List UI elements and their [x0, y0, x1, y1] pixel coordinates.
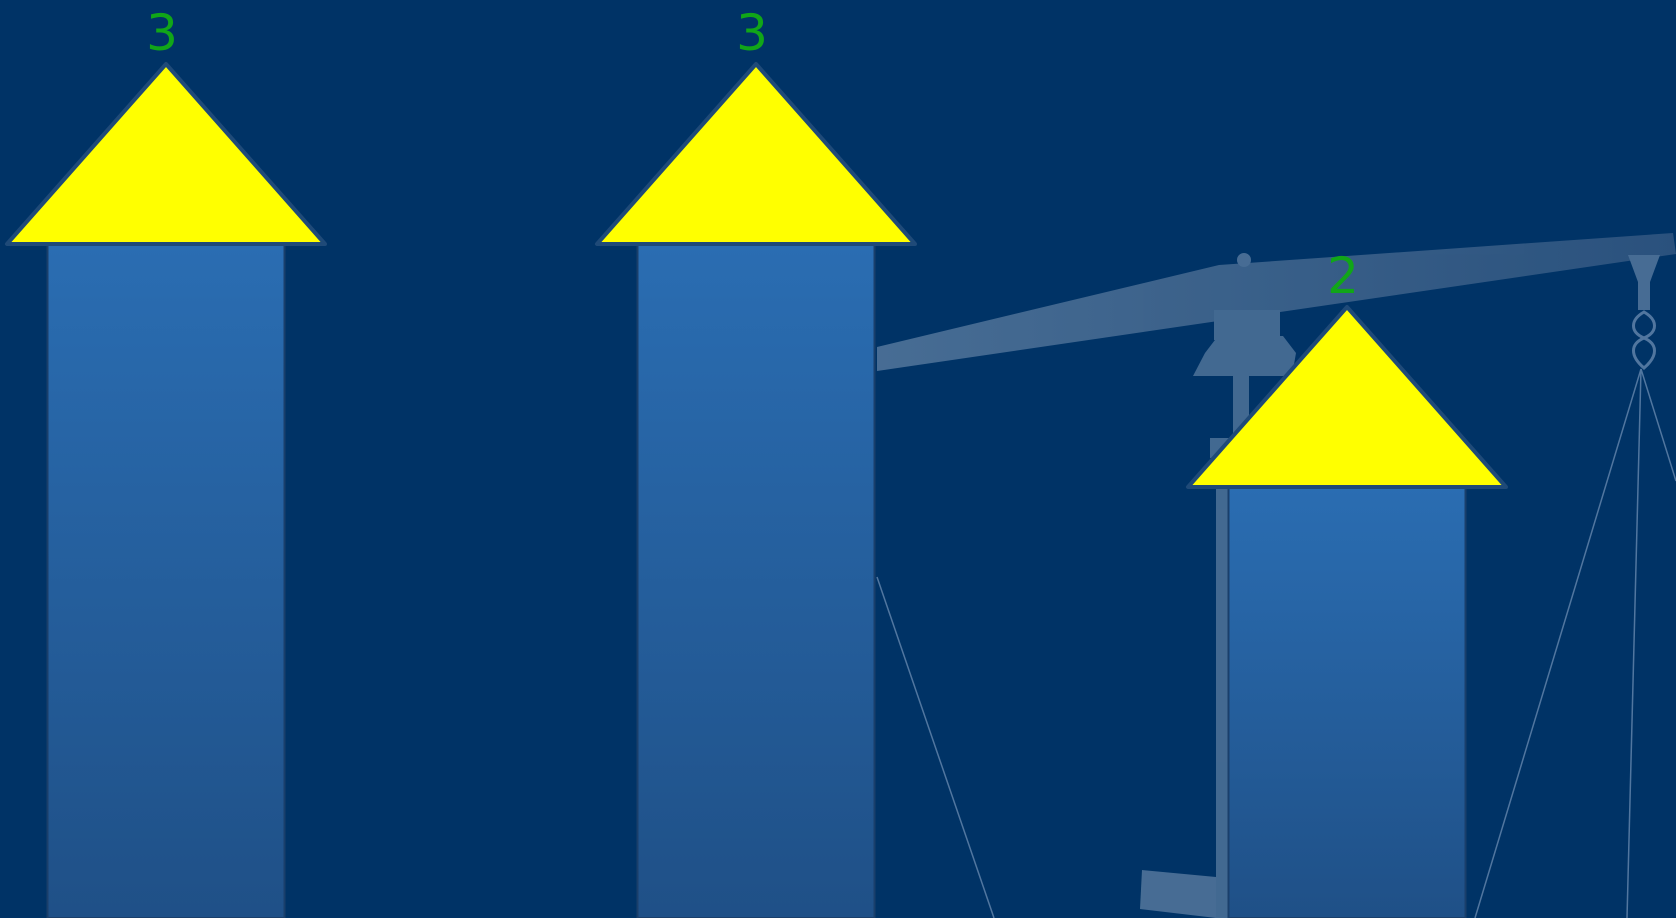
cable — [876, 576, 995, 918]
arrow-head — [1186, 305, 1508, 489]
value-label: 3 — [736, 4, 768, 62]
arrow-head — [5, 62, 327, 246]
cable — [1474, 368, 1642, 918]
arrow-body — [1227, 486, 1467, 918]
arrow-bar — [1186, 305, 1508, 918]
cable — [1640, 368, 1676, 482]
arrow-bar — [595, 62, 917, 918]
crane-decoration — [876, 233, 1676, 918]
crane-hook-mount — [1628, 255, 1660, 310]
crane-knob — [1237, 253, 1251, 267]
crane-beam — [877, 233, 1676, 371]
crane-cab — [1193, 336, 1296, 376]
crane-tower — [1216, 458, 1231, 918]
cable — [1626, 368, 1642, 918]
arrow-body — [46, 243, 286, 918]
crane-hook — [1632, 310, 1656, 370]
crane-base — [1140, 870, 1216, 918]
value-label: 3 — [146, 4, 178, 62]
arrow-body — [636, 243, 876, 918]
crane-cab-top — [1214, 310, 1280, 340]
arrow-bar — [5, 62, 327, 918]
value-label: 2 — [1327, 247, 1359, 305]
arrow-head — [595, 62, 917, 246]
